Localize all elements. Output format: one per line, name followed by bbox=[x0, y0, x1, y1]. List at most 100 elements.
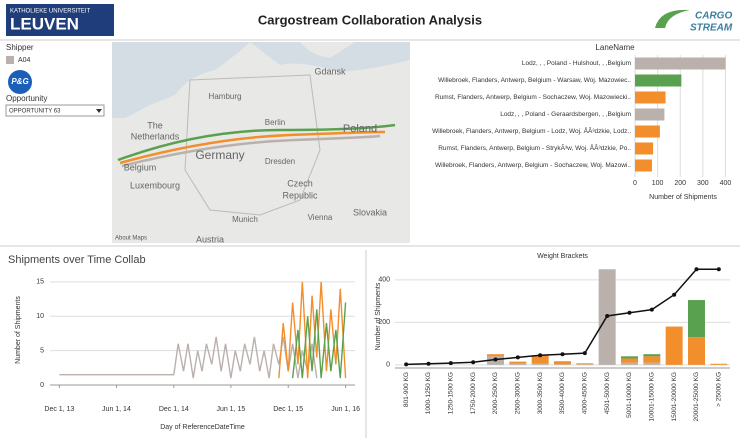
line-point bbox=[582, 351, 587, 356]
bar-segment bbox=[531, 363, 549, 365]
x-tick-label: 4501-5000 KG bbox=[604, 372, 611, 414]
bar-segment bbox=[643, 354, 661, 357]
opportunity-value[interactable]: OPPORTUNITY 63 bbox=[9, 109, 61, 115]
bar-segment bbox=[621, 356, 638, 359]
shipper-logo-text: P&G bbox=[11, 77, 28, 86]
shipper-value[interactable]: A04 bbox=[18, 57, 31, 64]
line-point bbox=[448, 361, 453, 366]
page-title: Cargostream Collaboration Analysis bbox=[258, 12, 482, 27]
x-tick-label: Jun 1, 15 bbox=[216, 406, 245, 413]
x-tick-label: 200 bbox=[674, 180, 686, 187]
map-label: Austria bbox=[196, 234, 224, 244]
y-axis-title: Number of Shipments bbox=[15, 296, 22, 364]
x-tick-label: 100 bbox=[652, 180, 664, 187]
bar-segment bbox=[643, 362, 661, 365]
x-tick-label: 4000-4500 KG bbox=[582, 372, 589, 414]
map-label: Munich bbox=[232, 215, 258, 224]
sea bbox=[112, 42, 250, 118]
shipper-swatch[interactable] bbox=[6, 56, 14, 64]
x-tick-label: 1750-2000 KG bbox=[470, 372, 477, 414]
x-tick-label: > 25000 KG bbox=[716, 372, 723, 407]
x-tick-label: 0 bbox=[633, 180, 637, 187]
line-point bbox=[493, 357, 498, 362]
map-label: Hamburg bbox=[209, 92, 242, 101]
route bbox=[119, 130, 386, 165]
x-tick-label: 15001-20000 KG bbox=[671, 372, 678, 422]
line-point bbox=[694, 267, 699, 272]
x-tick-label: Dec 1, 14 bbox=[159, 406, 189, 413]
filter-label: Shipper bbox=[6, 43, 34, 52]
series-line bbox=[59, 336, 318, 379]
line-point bbox=[649, 307, 654, 312]
border bbox=[184, 74, 321, 216]
line-point bbox=[426, 361, 431, 366]
logo-top: KATHOLIEKE UNIVERSITEIT bbox=[10, 9, 91, 15]
x-tick-label: 2500-3000 KG bbox=[515, 372, 522, 414]
map-credit: About Maps bbox=[115, 236, 147, 242]
line-point bbox=[471, 360, 476, 365]
line-point bbox=[672, 292, 677, 297]
line-point bbox=[627, 310, 632, 315]
bar bbox=[635, 57, 726, 70]
line-point bbox=[538, 353, 543, 358]
series-line bbox=[291, 302, 347, 379]
x-tick-label: 300 bbox=[697, 180, 709, 187]
x-tick-label: 10001-15000 KG bbox=[649, 372, 656, 422]
y-tick-label: 10 bbox=[36, 313, 44, 320]
bar-segment bbox=[531, 355, 549, 364]
chart-title: Weight Brackets bbox=[537, 253, 588, 260]
bar-segment bbox=[554, 361, 571, 365]
shipper-logo bbox=[8, 70, 32, 94]
x-tick-label: 801-900 KG bbox=[403, 372, 410, 407]
bar bbox=[635, 125, 660, 138]
y-tick-label: 0 bbox=[40, 382, 44, 389]
bar bbox=[635, 159, 652, 172]
x-tick-label: 1250-1500 KG bbox=[448, 372, 455, 414]
brand-top: CARGO bbox=[695, 11, 732, 22]
bar bbox=[635, 91, 666, 104]
line-point bbox=[515, 355, 520, 360]
dropdown-arrow[interactable] bbox=[96, 109, 102, 113]
category-label: Rumst, Flanders, Antwerp, Belgium - Stry… bbox=[438, 143, 631, 152]
x-tick-label: Jun 1, 14 bbox=[102, 406, 131, 413]
bar-segment bbox=[665, 326, 683, 365]
route bbox=[117, 123, 396, 162]
bar-segment bbox=[688, 337, 705, 365]
line-point bbox=[605, 313, 610, 318]
bar-segment bbox=[576, 363, 594, 365]
line-point bbox=[716, 267, 721, 272]
x-axis-title: Number of Shipments bbox=[649, 194, 717, 201]
bar-segment bbox=[621, 362, 638, 365]
category-label: Willebroek, Flanders, Antwerp, Belgium -… bbox=[435, 162, 631, 169]
map-label: Dresden bbox=[265, 157, 295, 166]
category-label: Willebroek, Flanders, Antwerp, Belgium -… bbox=[438, 77, 631, 84]
x-tick-label: 2000-2500 KG bbox=[492, 372, 499, 414]
baltic bbox=[250, 42, 410, 72]
x-tick-label: Jun 1, 16 bbox=[331, 406, 360, 413]
x-tick-label: Dec 1, 13 bbox=[44, 406, 74, 413]
filter-label: Opportunity bbox=[6, 94, 47, 103]
bar bbox=[635, 108, 665, 121]
map-label: Berlin bbox=[265, 118, 285, 127]
category-label: Willebroek, Flanders, Antwerp, Belgium -… bbox=[432, 126, 631, 135]
bar-segment bbox=[487, 354, 504, 357]
opportunity-dropdown[interactable] bbox=[5, 104, 105, 117]
bar bbox=[635, 74, 682, 87]
brand-bottom: STREAM bbox=[690, 23, 733, 34]
map-label: Slovakia bbox=[353, 207, 387, 217]
map-label: The bbox=[147, 120, 163, 130]
y-tick-label: 5 bbox=[40, 347, 44, 354]
bar-segment bbox=[688, 300, 705, 338]
map-label: Gdansk bbox=[314, 66, 346, 76]
line-point bbox=[404, 362, 409, 367]
logo-main: LEUVEN bbox=[10, 14, 79, 33]
bar-segment bbox=[621, 358, 638, 363]
bar-segment bbox=[710, 363, 728, 365]
category-label: Lodz, , , Poland - Hulshout, , ,Belgium bbox=[522, 60, 631, 67]
category-label: Rumst, Flanders, Antwerp, Belgium - Soch… bbox=[435, 94, 631, 101]
logo-box bbox=[6, 4, 114, 36]
x-tick-label: 400 bbox=[720, 180, 732, 187]
bar-segment bbox=[509, 361, 527, 364]
x-tick-label: 5001-10000 KG bbox=[626, 372, 633, 418]
